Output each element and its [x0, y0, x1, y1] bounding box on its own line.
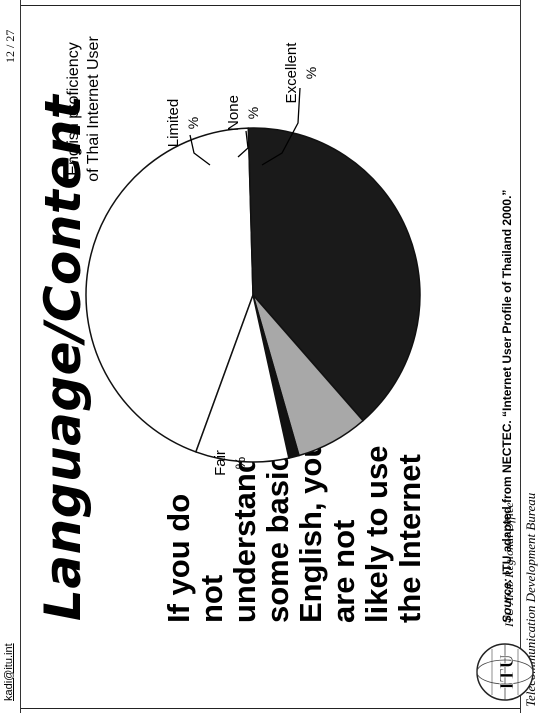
leader-line-none — [237, 130, 249, 158]
slice-pct-limited: % — [185, 117, 201, 129]
leader-line-limited — [189, 134, 211, 166]
slice-label-none: None — [225, 95, 242, 131]
pie-slice-limited — [194, 292, 290, 463]
slice-pct-excellent: % — [303, 67, 319, 79]
pie-slice-fair — [85, 127, 254, 453]
slice-label-limited: Limited — [165, 99, 182, 147]
leader-line-excellent — [261, 87, 301, 166]
slice-pct-fair: % — [232, 457, 248, 469]
itu-logo: ITU — [476, 643, 534, 701]
logo-text: ITU — [496, 654, 518, 690]
slice-pct-none: % — [245, 107, 261, 119]
chart-title-line-1: English proficiency — [65, 42, 82, 175]
slice-label-excellent: Excellent — [283, 42, 300, 104]
slice-label-fair: Fair — [212, 450, 229, 476]
chart-title-line-2: of Thai Internet User — [85, 36, 102, 182]
pie-slice-poor — [247, 127, 421, 422]
